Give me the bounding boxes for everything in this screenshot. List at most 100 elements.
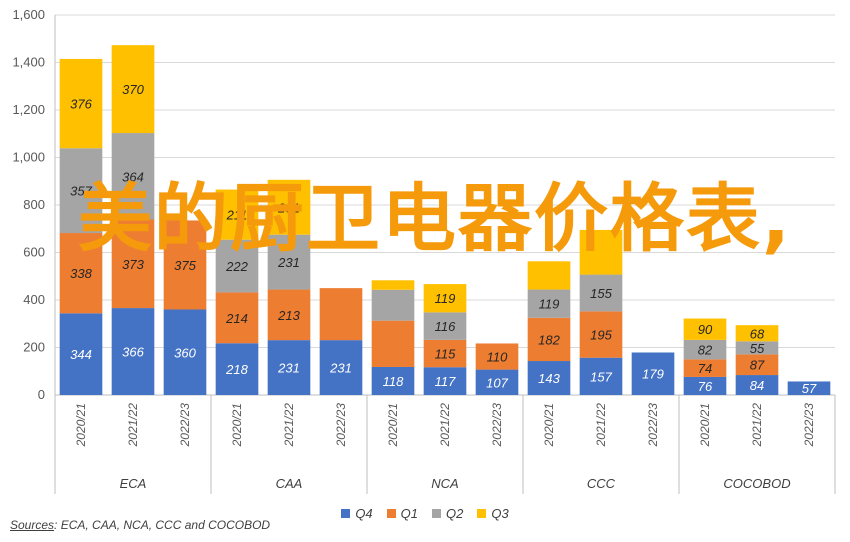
bar-segment xyxy=(423,367,467,395)
data-label: 90 xyxy=(698,322,713,337)
bar-segment xyxy=(787,381,831,395)
group-label: NCA xyxy=(431,476,458,491)
data-label: 157 xyxy=(590,369,612,384)
bar-segment xyxy=(735,375,779,395)
y-tick-label: 1,600 xyxy=(12,7,45,22)
x-tick-label: 2022/23 xyxy=(490,403,504,448)
x-tick-label: 2020/21 xyxy=(698,403,712,447)
data-label: 370 xyxy=(122,82,144,97)
data-label: 110 xyxy=(487,350,508,365)
data-label: 116 xyxy=(435,319,456,334)
bar-segment xyxy=(735,325,779,342)
bar-segment xyxy=(111,45,155,134)
x-tick-label: 2020/21 xyxy=(542,403,556,447)
data-label: 74 xyxy=(698,361,712,376)
data-label: 117 xyxy=(435,374,456,389)
legend-label: Q1 xyxy=(400,506,418,521)
data-label: 68 xyxy=(750,326,765,341)
bar-segment xyxy=(267,340,311,395)
x-tick-label: 2022/23 xyxy=(646,403,660,448)
y-tick-label: 1,000 xyxy=(12,150,45,165)
data-label: 118 xyxy=(383,374,404,389)
data-label: 364 xyxy=(122,169,144,184)
data-label: 76 xyxy=(698,379,713,394)
legend-swatch xyxy=(386,509,396,518)
legend-label: Q4 xyxy=(355,506,373,521)
data-label: 107 xyxy=(486,375,508,390)
legend-item: Q4 xyxy=(341,506,373,521)
x-tick-label: 2022/23 xyxy=(802,403,816,448)
data-label: 155 xyxy=(590,286,612,301)
bar-segment xyxy=(475,343,519,370)
data-label: 344 xyxy=(70,347,92,362)
x-tick-label: 2020/21 xyxy=(74,403,88,447)
x-tick-label: 2021/22 xyxy=(282,403,296,448)
legend-swatch xyxy=(477,509,487,518)
x-tick-label: 2022/23 xyxy=(178,403,192,448)
bar-segment xyxy=(683,359,727,377)
data-label: 375 xyxy=(174,258,196,273)
x-tick-label: 2020/21 xyxy=(386,403,400,447)
x-tick-label: 2021/22 xyxy=(126,403,140,448)
bar-segment xyxy=(371,280,415,290)
y-tick-label: 1,200 xyxy=(12,102,45,117)
y-tick-label: 600 xyxy=(23,245,45,260)
sources-note: Sources: ECA, CAA, NCA, CCC and COCOBOD xyxy=(10,518,270,532)
y-tick-label: 800 xyxy=(23,197,45,212)
legend-swatch xyxy=(432,509,441,518)
data-label: 87 xyxy=(750,358,765,373)
y-tick-label: 1,400 xyxy=(12,55,45,70)
bar-segment xyxy=(163,309,207,395)
legend-item: Q2 xyxy=(432,506,463,521)
bar-segment xyxy=(475,369,519,395)
group-label: CAA xyxy=(276,476,303,491)
data-label: 231 xyxy=(329,361,352,376)
legend-item: Q3 xyxy=(477,506,509,521)
legend-label: Q2 xyxy=(446,506,464,521)
sources-text: : ECA, CAA, NCA, CCC and COCOBOD xyxy=(54,518,271,532)
chart-legend: Q4 Q1 Q2 Q3 xyxy=(0,506,850,521)
bar-segment xyxy=(579,229,623,275)
data-label: 211 xyxy=(226,208,248,223)
data-label: 376 xyxy=(70,97,92,112)
y-tick-label: 200 xyxy=(23,340,45,355)
y-tick-label: 0 xyxy=(38,387,45,402)
data-label: 357 xyxy=(70,184,92,199)
group-label: ECA xyxy=(120,476,147,491)
bar-segment xyxy=(267,289,311,341)
bar-segment xyxy=(527,261,571,290)
legend-item: Q1 xyxy=(386,506,418,521)
data-label: 115 xyxy=(435,347,456,362)
bar-segment xyxy=(371,289,415,321)
bar-segment xyxy=(371,366,415,395)
bar-segment xyxy=(111,133,155,220)
bar-segment xyxy=(631,352,675,395)
data-label: 143 xyxy=(538,371,560,386)
data-label: 213 xyxy=(277,308,300,323)
data-label: 119 xyxy=(435,291,456,306)
bar-segment xyxy=(735,341,779,355)
data-label: 373 xyxy=(122,257,144,272)
data-label: 231 xyxy=(277,200,300,215)
data-label: 119 xyxy=(539,297,560,312)
x-tick-label: 2020/21 xyxy=(230,403,244,447)
bar-segment xyxy=(423,284,467,313)
group-label: COCOBOD xyxy=(723,476,790,491)
bar-segment xyxy=(319,340,363,395)
bar-segment xyxy=(59,148,103,234)
bar-segment xyxy=(59,313,103,395)
legend-label: Q3 xyxy=(491,506,509,521)
data-label: 231 xyxy=(277,255,300,270)
bar-segment xyxy=(371,320,415,367)
y-tick-label: 400 xyxy=(23,292,45,307)
bar-segment xyxy=(59,58,103,149)
data-label: 338 xyxy=(70,266,92,281)
x-tick-label: 2021/22 xyxy=(750,403,764,448)
data-label: 366 xyxy=(122,345,144,360)
data-label: 82 xyxy=(698,343,713,358)
bar-segment xyxy=(215,292,259,344)
data-label: 195 xyxy=(590,328,612,343)
bar-segment xyxy=(735,354,779,376)
